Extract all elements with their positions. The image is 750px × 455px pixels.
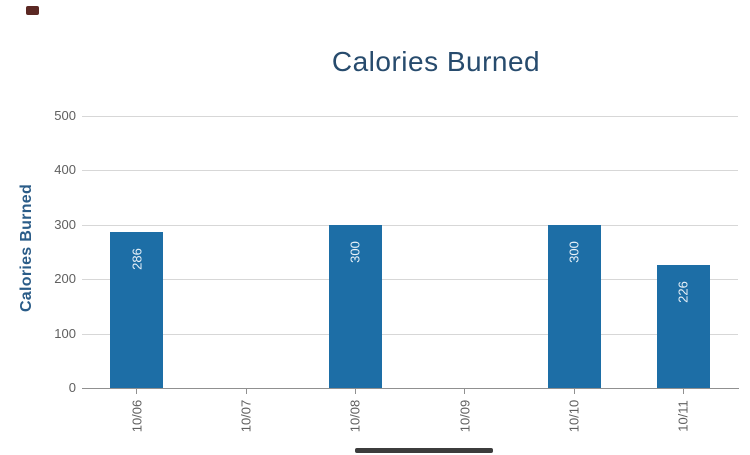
bar-value-label: 300: [566, 240, 582, 263]
gridline: [82, 170, 738, 171]
x-tick-mark: [354, 388, 356, 394]
x-tick-label: 10/10: [566, 399, 582, 433]
scrollbar-thumb[interactable]: [355, 448, 493, 453]
bar-value-label: 286: [129, 248, 145, 270]
x-tick-mark: [464, 388, 466, 394]
bar[interactable]: 226: [656, 264, 710, 388]
gridline: [82, 115, 738, 117]
x-tick-mark: [573, 388, 575, 394]
x-tick-label: 10/07: [238, 399, 254, 433]
y-tick-label: 400: [54, 162, 76, 177]
x-tick-label: 10/11: [675, 400, 691, 432]
top-left-mark: [26, 6, 39, 15]
gridline: [82, 279, 738, 280]
gridline: [82, 333, 738, 335]
x-tick-mark: [136, 388, 138, 394]
x-tick-label: 10/08: [347, 399, 363, 433]
gridline: [82, 224, 738, 226]
x-tick-mark: [682, 388, 684, 394]
y-tick-label: 500: [54, 107, 76, 123]
bar[interactable]: 300: [547, 224, 601, 388]
x-tick-label: 10/09: [457, 399, 473, 433]
y-tick-label: 100: [54, 325, 76, 341]
bar[interactable]: 300: [328, 224, 382, 388]
bar-value-label: 300: [347, 240, 363, 263]
y-tick-label: 200: [54, 271, 76, 286]
y-axis-title: Calories Burned: [18, 183, 35, 313]
y-tick-label: 0: [68, 380, 76, 395]
x-axis-line: [82, 388, 739, 389]
y-tick-label: 300: [54, 216, 76, 232]
bar-value-label: 226: [675, 280, 691, 303]
x-tick-label: 10/06: [129, 399, 145, 433]
x-tick-mark: [245, 388, 247, 394]
bar[interactable]: 286: [110, 232, 164, 388]
chart-title: Calories Burned: [331, 46, 541, 77]
